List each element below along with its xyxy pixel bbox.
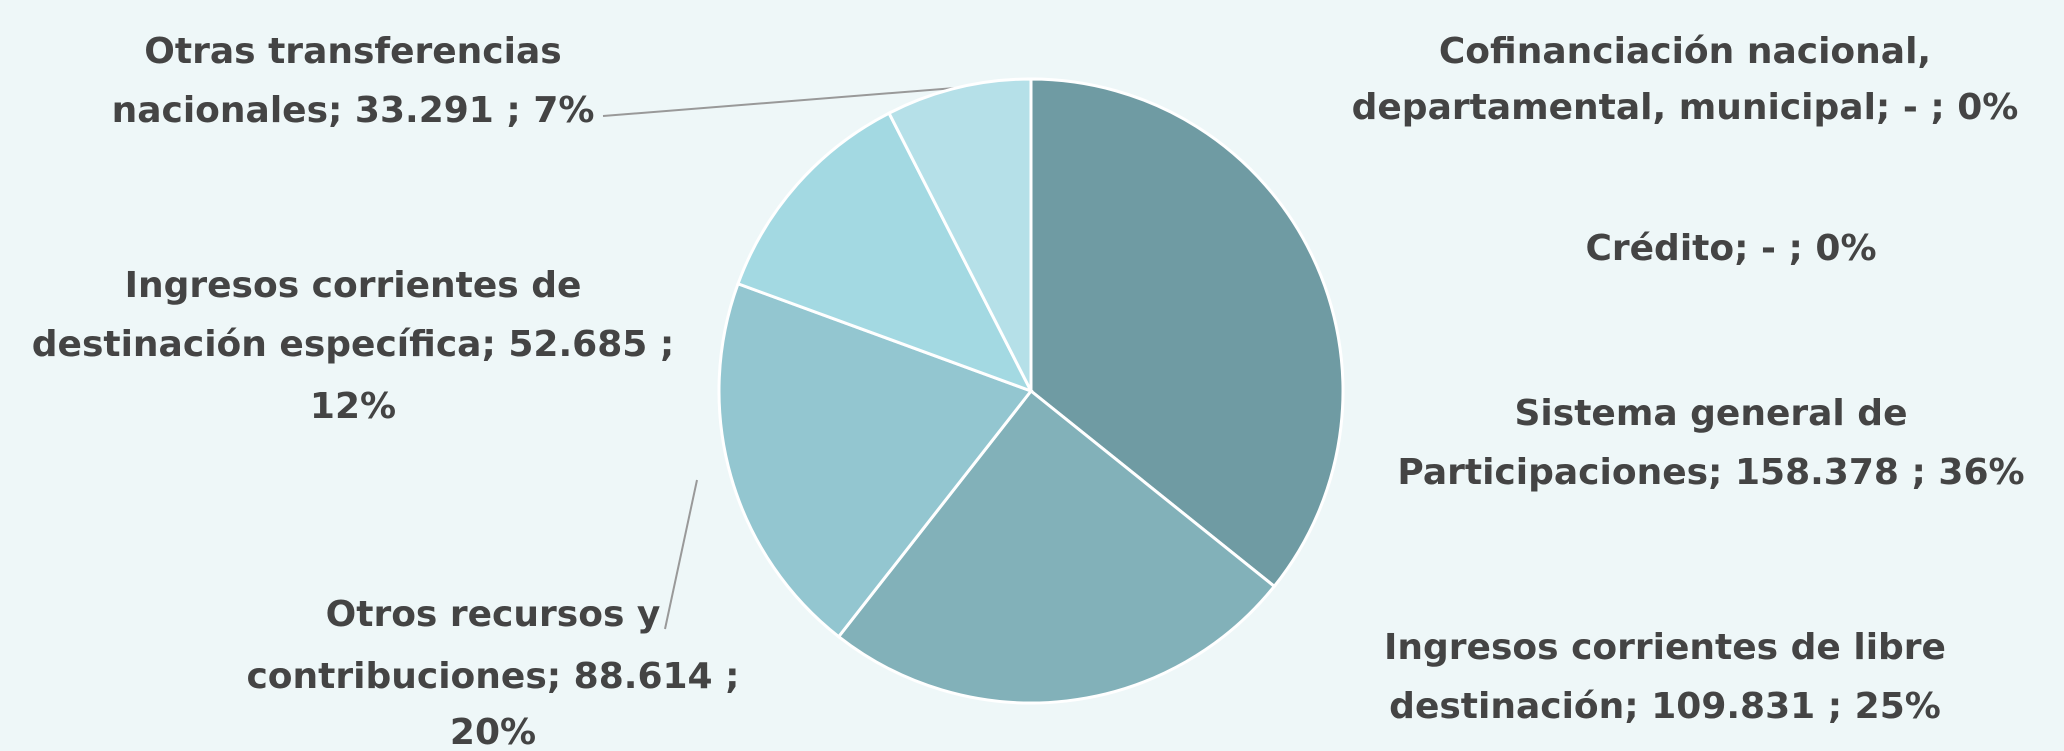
data-label: Otros recursos y bbox=[326, 594, 661, 635]
data-labels: Sistema general de Participaciones; 158.3… bbox=[32, 31, 2025, 751]
data-label: 20% bbox=[450, 712, 536, 751]
data-label: Participaciones; 158.378 ; 36% bbox=[1397, 452, 2024, 493]
pie bbox=[717, 77, 1345, 705]
data-label: contribuciones; 88.614 ; bbox=[246, 656, 739, 697]
pie-slice bbox=[736, 111, 1035, 394]
leader-line bbox=[664, 479, 698, 630]
data-label: nacionales; 33.291 ; 7% bbox=[112, 90, 595, 131]
data-label: Crédito; - ; 0% bbox=[1585, 228, 1876, 269]
pie-slice bbox=[887, 77, 1033, 392]
leader-line bbox=[602, 87, 956, 117]
pie-slice bbox=[836, 388, 1277, 705]
data-label: Ingresos corrientes de bbox=[125, 265, 582, 306]
data-label: Cofinanciación nacional, bbox=[1439, 31, 1931, 72]
data-label: Ingresos corrientes de libre bbox=[1384, 627, 1946, 668]
data-label: 12% bbox=[310, 386, 396, 427]
data-label: destinación específica; 52.685 ; bbox=[32, 324, 674, 365]
data-label: destinación; 109.831 ; 25% bbox=[1389, 686, 1941, 727]
pie-slice bbox=[1029, 77, 1345, 589]
data-label: Otras transferencias bbox=[144, 31, 561, 72]
data-label: Sistema general de bbox=[1515, 393, 1908, 434]
data-label: departamental, municipal; - ; 0% bbox=[1352, 87, 2019, 128]
pie-slice bbox=[717, 281, 1034, 639]
